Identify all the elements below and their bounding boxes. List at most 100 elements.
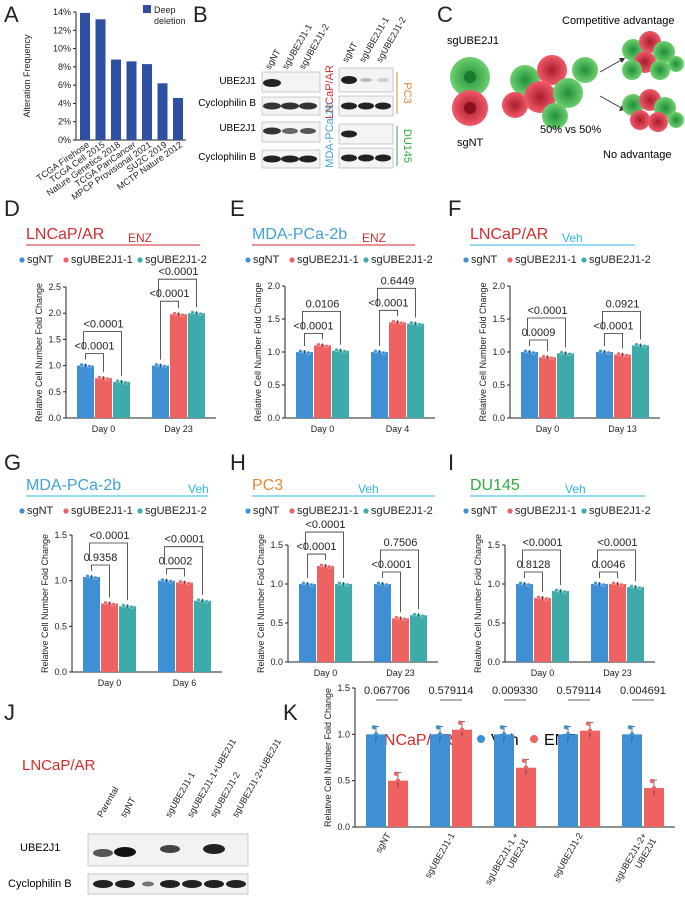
data-point (298, 349, 303, 354)
treatment-label: Veh (358, 482, 379, 496)
data-point (393, 771, 399, 776)
panel-letter-e: E (230, 196, 245, 221)
y-tick-label: 1.0 (54, 576, 67, 586)
legend-dot (245, 257, 251, 263)
significance-bracket (166, 568, 185, 577)
significance-bracket (379, 309, 398, 346)
data-point (391, 319, 396, 324)
data-point (541, 354, 546, 359)
data-point (154, 362, 159, 367)
data-point (111, 602, 116, 607)
bar (152, 365, 169, 418)
significance-bracket (597, 549, 636, 582)
x-tick-label: Day 23 (164, 424, 193, 434)
p-value: 0.0921 (606, 298, 640, 310)
p-value: <0.0001 (83, 319, 123, 331)
data-point (345, 582, 350, 587)
label-no-advantage: No advantage (603, 149, 672, 161)
cell-nucleus (464, 71, 476, 83)
p-value: <0.0001 (593, 320, 633, 332)
blot-row-label: Cyclophilin B (198, 98, 256, 109)
data-point (563, 725, 569, 730)
x-tick-label: Day 0 (314, 668, 338, 678)
cluster-advantage (622, 31, 684, 80)
panel-h-chart: PC3 Veh sgNT sgUBE2J1-1 sgUBE2J1-2 0.0 0.5 1.0 1… (245, 477, 438, 678)
y-tick-label: 0.0 (54, 667, 67, 677)
significance-bracket (529, 339, 548, 352)
blot-row-label: Cyclophilin B (198, 152, 256, 163)
y-tick-label: 2.0 (48, 308, 61, 318)
data-point (598, 349, 603, 354)
panel-letter-j: J (4, 700, 15, 725)
panel-letter-g: G (4, 450, 21, 475)
data-point (518, 581, 523, 586)
data-point (549, 356, 554, 361)
blot-b-lane-label: sgNT (340, 40, 360, 64)
bar (77, 365, 94, 418)
panel-letter-d: D (4, 196, 20, 221)
label-sgube2j1: sgUBE2J1 (447, 35, 499, 47)
data-point (105, 377, 110, 381)
bar (627, 587, 644, 662)
significance-bracket (527, 317, 566, 348)
data-point (327, 564, 332, 569)
legend-label: sgUBE2J1-2 (145, 254, 207, 266)
significance-bracket (599, 571, 618, 578)
data-point (642, 344, 647, 349)
x-tick-label: Day 0 (311, 424, 335, 434)
bar (632, 345, 649, 418)
data-point (589, 735, 595, 740)
bar (170, 314, 187, 418)
bar (101, 603, 118, 672)
x-tick-label: Day 0 (98, 678, 122, 688)
y-axis-label: Relative Cell Number Fold Change (478, 282, 488, 421)
bar (95, 378, 112, 418)
data-point (180, 313, 185, 317)
legend-label: sgNT (471, 505, 498, 517)
significance-bracket (89, 542, 128, 601)
bar (644, 788, 664, 827)
data-point (439, 739, 445, 744)
legend-swatch (143, 5, 151, 13)
data-point (499, 725, 505, 730)
data-point (334, 347, 339, 352)
p-value: 0.579114 (556, 685, 601, 697)
data-point (523, 349, 528, 354)
chart-title: PC3 (252, 477, 283, 494)
significance-bracket (164, 546, 203, 595)
y-tick-label: 0.5 (54, 621, 67, 631)
blot-band (263, 79, 281, 87)
blot-band (341, 130, 357, 138)
data-point (559, 350, 564, 355)
data-point (394, 615, 399, 620)
data-point (521, 758, 527, 763)
data-point (198, 312, 203, 316)
bar (95, 19, 106, 140)
panel-f-chart: LNCaP/AR Veh sgNT sgUBE2J1-1 sgUBE2J1-2 0.0 0.… (463, 226, 660, 434)
significance-bracket (302, 311, 341, 345)
blot-band (358, 102, 374, 110)
data-point (93, 575, 98, 580)
data-point (601, 582, 606, 587)
data-point (381, 350, 386, 355)
data-point (375, 739, 381, 744)
p-value: <0.0001 (296, 541, 336, 553)
blot-band (375, 102, 391, 110)
blot-row-label: UBE2J1 (219, 123, 256, 134)
blot-band (358, 154, 374, 162)
data-point (342, 349, 347, 354)
p-value: <0.0001 (527, 305, 567, 317)
blot-row-label: Cyclophilin B (8, 878, 72, 890)
y-tick-label: 1.5 (270, 540, 283, 550)
data-point (629, 584, 634, 589)
data-point (337, 581, 342, 586)
x-tick-label: Day 23 (386, 668, 415, 678)
blot-band (115, 880, 135, 888)
data-point (606, 350, 611, 355)
data-point (309, 582, 314, 587)
x-tick-label: sgNT (373, 831, 393, 855)
x-tick-label: Day 13 (608, 424, 637, 434)
data-point (459, 727, 465, 732)
legend-label: sgUBE2J1-1 (515, 254, 577, 266)
